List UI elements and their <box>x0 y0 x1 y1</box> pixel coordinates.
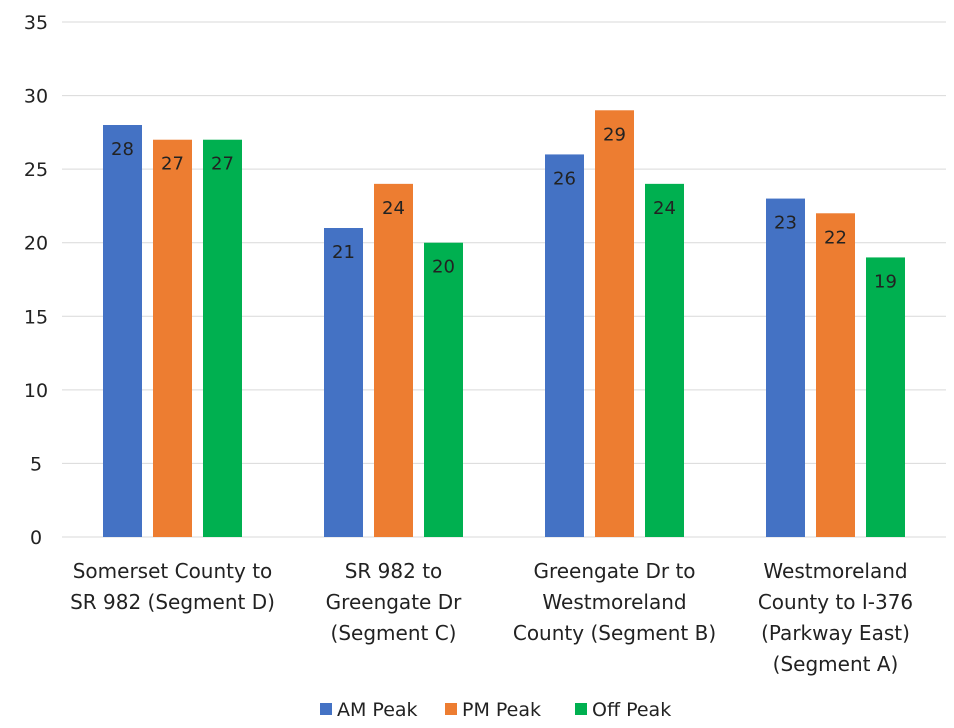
bar-am-peak <box>766 198 805 538</box>
data-label-off-peak: 20 <box>432 257 455 278</box>
data-labels: 28 21 26 23 27 24 29 22 27 20 24 19 <box>111 124 897 292</box>
y-tick-label: 0 <box>30 527 42 549</box>
bar-am-peak <box>545 154 584 537</box>
category-label: (Parkway East) <box>761 621 910 645</box>
y-axis-ticks: 0 5 10 15 20 25 30 35 <box>24 12 48 549</box>
bars <box>103 110 905 538</box>
category-label: Somerset County to <box>73 559 273 583</box>
y-tick-label: 35 <box>24 12 48 34</box>
bar-pm-peak <box>153 139 192 537</box>
bar-pm-peak <box>595 110 634 538</box>
bar-off-peak <box>866 257 905 537</box>
category-label: Greengate Dr to <box>533 559 695 583</box>
data-label-off-peak: 27 <box>211 154 234 175</box>
bar-off-peak <box>424 242 463 537</box>
data-label-off-peak: 24 <box>653 198 676 219</box>
bar-off-peak <box>645 183 684 537</box>
legend-swatch-pm-peak <box>445 703 457 715</box>
y-tick-label: 5 <box>30 453 42 475</box>
bar-am-peak <box>324 228 363 537</box>
data-label-pm-peak: 27 <box>161 154 184 175</box>
category-label: (Segment A) <box>773 652 899 676</box>
category-label: (Segment C) <box>331 621 457 645</box>
data-label-am-peak: 28 <box>111 139 134 160</box>
category-label: County (Segment B) <box>513 621 716 645</box>
data-label-am-peak: 21 <box>332 242 355 263</box>
data-label-pm-peak: 22 <box>824 227 847 248</box>
x-axis-categories: Somerset County to SR 982 (Segment D) SR 9… <box>70 559 913 676</box>
legend-swatch-am-peak <box>320 703 332 715</box>
category-label: Westmoreland <box>542 590 686 614</box>
data-label-am-peak: 26 <box>553 168 576 189</box>
data-label-pm-peak: 29 <box>603 124 626 145</box>
category-label: Greengate Dr <box>326 590 462 614</box>
legend: AM Peak PM Peak Off Peak <box>320 699 671 721</box>
bar-off-peak <box>203 139 242 537</box>
bar-pm-peak <box>374 183 413 537</box>
gridlines <box>62 21 946 538</box>
data-label-pm-peak: 24 <box>382 198 405 219</box>
data-label-off-peak: 19 <box>874 271 897 292</box>
y-tick-label: 25 <box>24 159 48 181</box>
y-tick-label: 10 <box>24 380 48 402</box>
category-label: SR 982 to <box>345 559 443 583</box>
y-tick-label: 30 <box>24 86 48 108</box>
category-label: SR 982 (Segment D) <box>70 590 275 614</box>
data-label-am-peak: 23 <box>774 213 797 234</box>
y-tick-label: 20 <box>24 233 48 255</box>
y-tick-label: 15 <box>24 306 48 328</box>
legend-label-off-peak: Off Peak <box>592 699 671 721</box>
legend-label-am-peak: AM Peak <box>337 699 418 721</box>
bar-am-peak <box>103 125 142 537</box>
bar-pm-peak <box>816 213 855 538</box>
legend-label-pm-peak: PM Peak <box>462 699 541 721</box>
legend-swatch-off-peak <box>575 703 587 715</box>
category-label: County to I-376 <box>758 590 913 614</box>
category-label: Westmoreland <box>763 559 907 583</box>
